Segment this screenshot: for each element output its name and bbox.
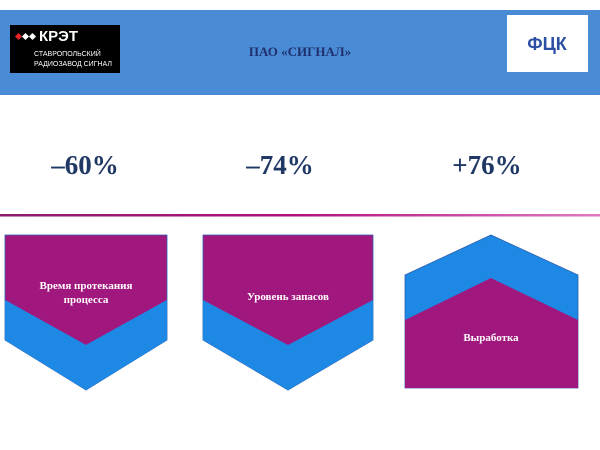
block-label: Время протекания: [40, 280, 133, 292]
metric: +76%: [452, 150, 521, 180]
block: [4, 234, 168, 391]
logo-left-subtitle: РАДИОЗАВОД СИГНАЛ: [34, 61, 112, 68]
metric: –74%: [245, 150, 314, 180]
logo-icon: [14, 32, 37, 41]
divider: [0, 214, 600, 217]
block: [404, 234, 579, 389]
logo-left-name: КРЭТ: [39, 28, 78, 45]
block-label: Уровень запасов: [247, 291, 329, 303]
logo-left: [10, 25, 120, 73]
logo-left-subtitle: СТАВРОПОЛЬСКИЙ: [34, 49, 101, 58]
metric: –60%: [50, 150, 119, 180]
logo-right-name: ФЦК: [527, 34, 568, 54]
block-label: процесса: [64, 294, 109, 306]
header-title: ПАО «СИГНАЛ»: [249, 44, 351, 59]
block: [202, 234, 374, 391]
block-label: Выработка: [463, 332, 519, 344]
logo-right: [507, 15, 588, 72]
